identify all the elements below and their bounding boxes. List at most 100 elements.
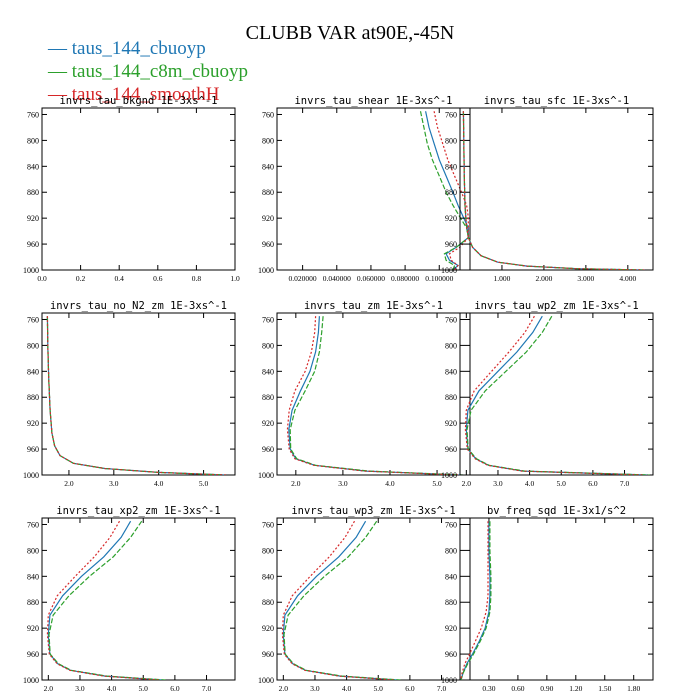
x-tick-label: 7.0 — [437, 684, 447, 693]
chart-panel: invrs_tau_wp3_zm 1E-3xs^-1 760 800 840 880 92… — [258, 505, 471, 693]
panel-title: invrs_tau_xp2_zm 1E-3xs^-1 — [56, 505, 220, 517]
x-tick-label: 1.0 — [230, 274, 240, 283]
y-tick-label: 880 — [27, 598, 39, 607]
panel-title: invrs_tau_shear 1E-3xs^-1 — [294, 95, 452, 107]
y-tick-label: 920 — [27, 624, 39, 633]
x-tick-label: 4.0 — [107, 684, 117, 693]
y-tick-label: 840 — [445, 572, 457, 581]
y-tick-label: 920 — [27, 214, 39, 223]
panel-title: invrs_tau_sfc 1E-3xs^-1 — [484, 95, 629, 107]
x-tick-label: 4.0 — [342, 684, 352, 693]
y-tick-label: 920 — [262, 214, 274, 223]
x-tick-label: 4.000 — [619, 274, 636, 283]
plot-frame — [276, 107, 471, 271]
series-line-c8m-cbuoyp — [289, 316, 463, 475]
y-tick-label: 880 — [27, 393, 39, 402]
series-line-c8m-cbuoyp — [283, 520, 401, 680]
y-tick-label: 880 — [262, 598, 274, 607]
y-tick-label: 920 — [262, 624, 274, 633]
y-tick-label: 920 — [445, 624, 457, 633]
y-tick-label: 920 — [262, 419, 274, 428]
x-tick-label: 1.50 — [598, 684, 611, 693]
chart-panel: invrs_tau_wp2_zm 1E-3xs^-1 760 800 840 880 92… — [441, 300, 654, 488]
x-tick-label: 6.0 — [588, 479, 598, 488]
legend-item-cbuoyp: — taus_144_cbuoyp — [48, 38, 206, 60]
chart-panel: invrs_tau_zm 1E-3xs^-1760800840880920960… — [258, 300, 471, 488]
plot-frame — [276, 517, 471, 681]
panel-title: invrs_tau_zm 1E-3xs^-1 — [304, 300, 443, 312]
x-tick-label: 0.040000 — [323, 274, 351, 283]
series-line-smoothh — [460, 521, 489, 680]
series-line-c8m-cbuoyp — [466, 315, 650, 475]
y-tick-label: 840 — [262, 572, 274, 581]
x-tick-label: 6.0 — [170, 684, 180, 693]
y-tick-label: 1000 — [258, 676, 274, 685]
series-line-cbuoyp — [425, 111, 469, 270]
y-tick-label: 1000 — [23, 266, 39, 275]
y-tick-label: 800 — [445, 546, 457, 555]
legend-item-c8m-cbuoyp: — taus_144_c8m_cbuoyp — [48, 61, 248, 83]
x-tick-label: 1.20 — [569, 684, 582, 693]
x-tick-label: 2.0 — [279, 684, 289, 693]
y-tick-label: 800 — [262, 546, 274, 555]
x-tick-label: 2.000 — [535, 274, 552, 283]
y-tick-label: 960 — [27, 240, 39, 249]
x-tick-label: 0.060000 — [357, 274, 385, 283]
series-line-c8m-cbuoyp — [462, 111, 645, 270]
chart-panel: bv_freq_sqd 1E-3x1/s^2 760 800 840 880 920 960… — [441, 505, 654, 693]
y-tick-label: 800 — [262, 136, 274, 145]
y-tick-label: 960 — [445, 445, 457, 454]
plot-frame — [459, 517, 654, 681]
y-tick-label: 840 — [27, 162, 39, 171]
series-line-smoothh — [281, 520, 395, 680]
y-tick-label: 760 — [262, 110, 274, 119]
plot-frame — [276, 312, 471, 476]
y-tick-label: 920 — [445, 419, 457, 428]
y-tick-label: 880 — [445, 393, 457, 402]
x-tick-label: 5.0 — [139, 684, 149, 693]
legend-entry-text: — taus_144_cbuoyp — [48, 38, 206, 59]
panel-title: invrs_tau_no_N2_zm 1E-3xs^-1 — [50, 300, 227, 312]
x-tick-label: 3.000 — [577, 274, 594, 283]
y-tick-label: 1000 — [441, 471, 457, 480]
y-tick-label: 920 — [445, 214, 457, 223]
y-tick-label: 760 — [445, 110, 457, 119]
x-tick-label: 0.0 — [37, 274, 47, 283]
y-tick-label: 840 — [445, 367, 457, 376]
y-tick-label: 880 — [262, 393, 274, 402]
x-tick-label: 2.0 — [291, 479, 301, 488]
series-line-smoothh — [46, 520, 160, 680]
x-tick-label: 3.0 — [109, 479, 119, 488]
x-tick-label: 0.4 — [115, 274, 125, 283]
x-tick-label: 1.000 — [494, 274, 511, 283]
x-tick-label: 2.0 — [64, 479, 74, 488]
plot-frame — [41, 517, 236, 681]
y-tick-label: 880 — [445, 598, 457, 607]
legend-entry-text: — taus_144_c8m_cbuoyp — [48, 61, 249, 82]
x-tick-label: 7.0 — [202, 684, 212, 693]
y-tick-label: 760 — [445, 520, 457, 529]
x-tick-label: 3.0 — [338, 479, 348, 488]
legend-entry-text: — taus_144_smoothH — [48, 84, 220, 105]
chart-panel: invrs_tau_sfc 1E-3xs^-1 760 800 840 880 920 96… — [441, 95, 654, 283]
plot-frame — [41, 107, 236, 271]
panel-title: invrs_tau_bkgnd 1E-3xs^-1 — [59, 95, 217, 107]
series-line-smoothh — [433, 111, 469, 270]
series-line-cbuoyp — [46, 316, 227, 475]
x-tick-label: 7.0 — [620, 479, 630, 488]
chart-panel: invrs_tau_bkgnd 1E-3xs^-1 760 800 840 880 920… — [23, 95, 240, 283]
x-tick-label: 5.0 — [199, 479, 209, 488]
y-tick-label: 800 — [27, 136, 39, 145]
x-tick-label: 2.0 — [462, 479, 472, 488]
x-tick-label: 0.90 — [540, 684, 553, 693]
x-tick-label: 5.0 — [374, 684, 384, 693]
series-line-cbuoyp — [465, 315, 647, 475]
chart-panel: invrs_tau_no_N2_zm 1E-3xs^-1 760 800 840 880… — [23, 300, 236, 488]
x-tick-label: 6.0 — [405, 684, 415, 693]
y-tick-label: 840 — [27, 572, 39, 581]
x-tick-label: 1.80 — [627, 684, 640, 693]
y-tick-label: 960 — [262, 445, 274, 454]
y-tick-label: 840 — [445, 162, 457, 171]
y-tick-label: 960 — [445, 650, 457, 659]
